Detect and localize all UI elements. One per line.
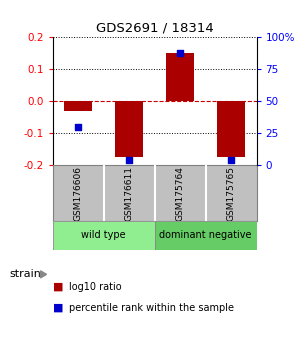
Point <box>76 124 80 130</box>
Bar <box>217 101 245 157</box>
Text: ■: ■ <box>52 303 63 313</box>
Bar <box>166 53 194 101</box>
Title: GDS2691 / 18314: GDS2691 / 18314 <box>96 22 213 35</box>
Text: dominant negative: dominant negative <box>159 230 252 240</box>
Text: GSM175764: GSM175764 <box>176 166 184 221</box>
Text: GSM176611: GSM176611 <box>124 166 134 221</box>
Point <box>178 50 182 55</box>
Text: strain: strain <box>9 269 41 279</box>
Text: ■: ■ <box>52 282 63 292</box>
Bar <box>64 101 92 111</box>
Text: GSM176606: GSM176606 <box>74 166 82 221</box>
Bar <box>52 221 154 250</box>
Text: log10 ratio: log10 ratio <box>69 282 122 292</box>
Text: wild type: wild type <box>81 230 126 240</box>
Text: GSM175765: GSM175765 <box>226 166 236 221</box>
Text: percentile rank within the sample: percentile rank within the sample <box>69 303 234 313</box>
Point <box>229 157 233 163</box>
Bar <box>154 221 256 250</box>
Point <box>127 157 131 163</box>
Bar <box>115 101 143 157</box>
